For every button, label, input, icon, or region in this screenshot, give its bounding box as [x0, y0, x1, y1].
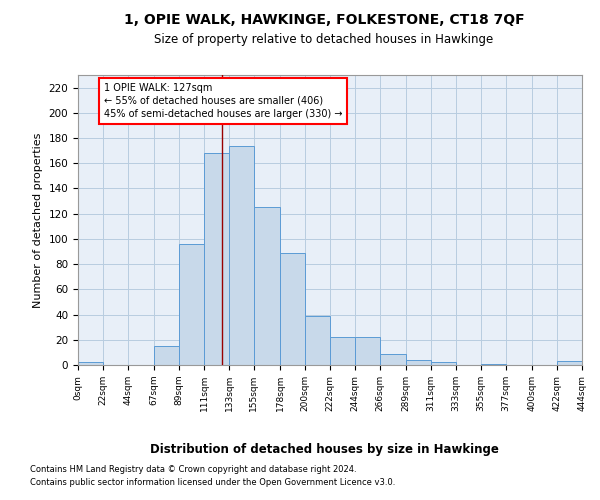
Bar [330, 338, 355, 365]
Bar [406, 360, 431, 365]
Bar [305, 316, 330, 365]
Text: Contains public sector information licensed under the Open Government Licence v3: Contains public sector information licen… [30, 478, 395, 487]
Bar [154, 346, 179, 365]
Text: 1 OPIE WALK: 127sqm
← 55% of detached houses are smaller (406)
45% of semi-detac: 1 OPIE WALK: 127sqm ← 55% of detached ho… [104, 82, 343, 119]
Text: Contains HM Land Registry data © Crown copyright and database right 2024.: Contains HM Land Registry data © Crown c… [30, 466, 356, 474]
Text: 1, OPIE WALK, HAWKINGE, FOLKESTONE, CT18 7QF: 1, OPIE WALK, HAWKINGE, FOLKESTONE, CT18… [124, 12, 524, 26]
Y-axis label: Number of detached properties: Number of detached properties [33, 132, 43, 308]
Bar [355, 338, 380, 365]
Text: Size of property relative to detached houses in Hawkinge: Size of property relative to detached ho… [154, 32, 494, 46]
Bar [204, 153, 229, 365]
Bar [254, 208, 280, 365]
Bar [557, 361, 582, 365]
Bar [179, 244, 204, 365]
Bar [431, 362, 456, 365]
Bar [78, 362, 103, 365]
Bar [280, 253, 305, 365]
Text: Distribution of detached houses by size in Hawkinge: Distribution of detached houses by size … [149, 442, 499, 456]
Bar [481, 364, 506, 365]
Bar [380, 354, 406, 365]
Bar [229, 146, 254, 365]
